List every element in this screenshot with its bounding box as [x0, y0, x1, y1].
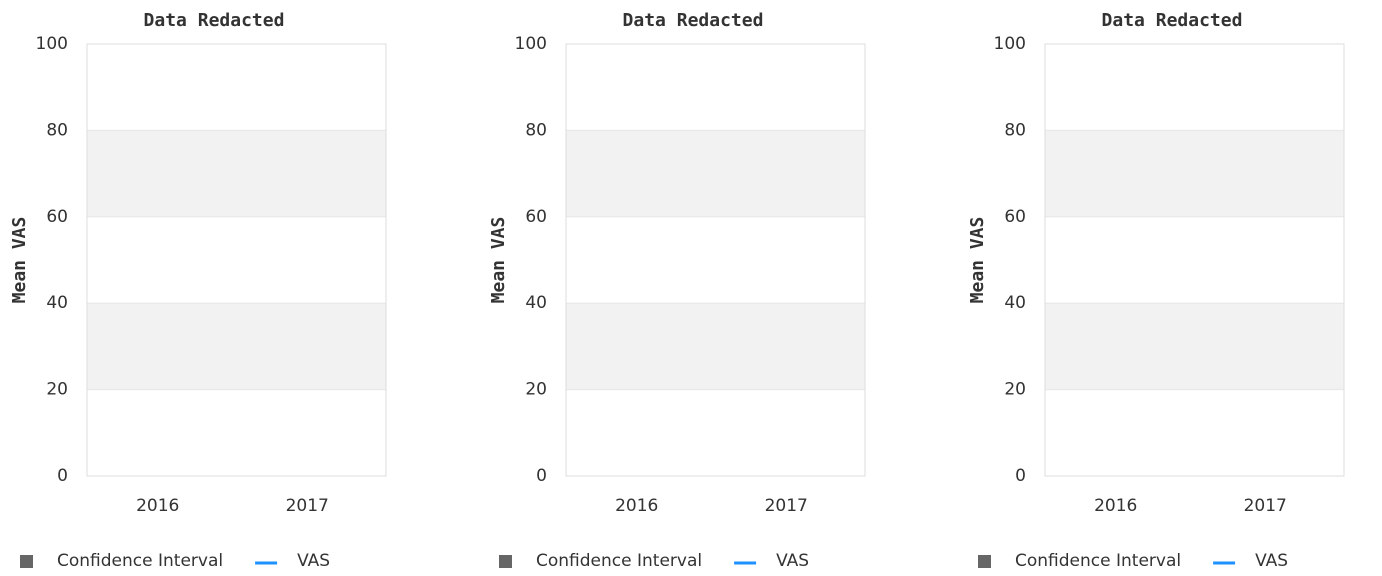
y-tick-label: 80	[46, 120, 68, 140]
y-tick-label: 20	[1004, 380, 1026, 400]
legend-entry: Confidence Interval	[536, 551, 702, 571]
legend-entry: VAS	[1255, 551, 1288, 571]
x-tick-label: 2016	[615, 496, 658, 516]
legend-entry: VAS	[297, 551, 330, 571]
y-tick-label: 100	[994, 34, 1026, 54]
x-tick-label: 2016	[136, 496, 179, 516]
plot-band	[1045, 130, 1344, 217]
legend-swatch	[499, 555, 512, 568]
y-tick-label: 20	[525, 380, 547, 400]
plot-band	[566, 303, 865, 390]
y-tick-label: 40	[525, 293, 547, 313]
x-tick-label: 2017	[765, 496, 808, 516]
y-axis-label: Mean VAS	[967, 217, 988, 304]
y-tick-label: 80	[1004, 120, 1026, 140]
chart: Data Redacted Mean VAS 0 20 40 60 80 100 2016 201…	[967, 10, 1345, 571]
y-axis-label: Mean VAS	[9, 217, 30, 304]
plot-area	[566, 44, 865, 476]
plot-area	[1045, 44, 1344, 476]
chart-title: Data Redacted	[144, 10, 285, 31]
plot-band	[1045, 303, 1344, 390]
x-tick-label: 2016	[1094, 496, 1137, 516]
y-tick-label: 40	[46, 293, 68, 313]
y-tick-label: 100	[36, 34, 68, 54]
chart: Data Redacted Mean VAS 0 20 40 60 80 100 2016 201…	[488, 10, 866, 571]
y-axis-label: Mean VAS	[488, 217, 509, 304]
chart-title: Data Redacted	[623, 10, 764, 31]
y-tick-label: 0	[536, 466, 547, 486]
plot-band	[87, 130, 386, 217]
y-tick-label: 0	[57, 466, 68, 486]
y-tick-label: 20	[46, 380, 68, 400]
y-tick-label: 40	[1004, 293, 1026, 313]
plot-band	[566, 130, 865, 217]
legend-entry: VAS	[776, 551, 809, 571]
y-tick-label: 100	[515, 34, 547, 54]
x-tick-label: 2017	[1244, 496, 1287, 516]
legend-swatch	[20, 555, 33, 568]
y-tick-label: 80	[525, 120, 547, 140]
legend-entry: Confidence Interval	[57, 551, 223, 571]
x-tick-label: 2017	[286, 496, 329, 516]
legend-swatch	[978, 555, 991, 568]
plot-band	[87, 303, 386, 390]
plot-border	[86, 43, 387, 477]
y-tick-label: 60	[1004, 207, 1026, 227]
chart: Data Redacted Mean VAS 0 20 40 60 80 100 2016 201…	[9, 10, 387, 571]
plot-area	[87, 44, 386, 476]
y-tick-label: 60	[525, 207, 547, 227]
legend-entry: Confidence Interval	[1015, 551, 1181, 571]
y-tick-label: 0	[1015, 466, 1026, 486]
y-tick-label: 60	[46, 207, 68, 227]
plot-border	[565, 43, 866, 477]
plot-border	[1044, 43, 1345, 477]
chart-title: Data Redacted	[1102, 10, 1243, 31]
